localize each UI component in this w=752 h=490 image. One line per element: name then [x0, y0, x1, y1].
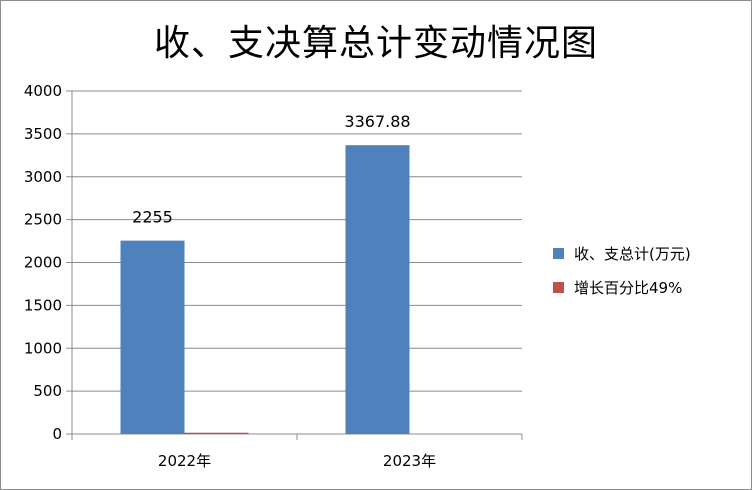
data-labels: 2255 3367.88: [132, 112, 410, 226]
data-label: 2255: [132, 208, 173, 227]
legend-item-total: 收、支总计(万元): [553, 242, 691, 264]
y-tick-label: 2000: [24, 254, 62, 272]
bar: [345, 145, 410, 434]
data-label: 3367.88: [344, 112, 410, 131]
chart-title: 收、支决算总计变动情况图: [153, 23, 598, 64]
y-tick-label: 3500: [24, 125, 62, 143]
legend-swatch-blue: [553, 247, 564, 259]
legend-label-growth: 增长百分比49%: [574, 278, 683, 297]
y-tick-label: 2500: [24, 211, 62, 229]
y-tick-label: 1500: [24, 296, 62, 314]
bar: [184, 432, 249, 434]
y-tick-label: 0: [52, 425, 62, 443]
legend: 收、支总计(万元) 增长百分比49%: [553, 242, 691, 310]
y-tick-label: 1000: [24, 339, 62, 357]
x-tick-label: 2022年: [158, 452, 211, 470]
legend-swatch-red: [553, 281, 564, 293]
legend-label-total: 收、支总计(万元): [574, 244, 691, 263]
y-tick-label: 4000: [24, 82, 62, 100]
y-tick-label: 500: [33, 382, 62, 400]
x-tick-label: 2023年: [383, 452, 436, 470]
y-tick-label: 3000: [24, 168, 62, 186]
bars: [120, 145, 410, 434]
legend-item-growth: 增长百分比49%: [553, 276, 691, 298]
axes: 0 500 1000 1500 2000 2500 3000 3500 4000 2022年 202…: [24, 82, 523, 470]
bar: [120, 240, 185, 434]
